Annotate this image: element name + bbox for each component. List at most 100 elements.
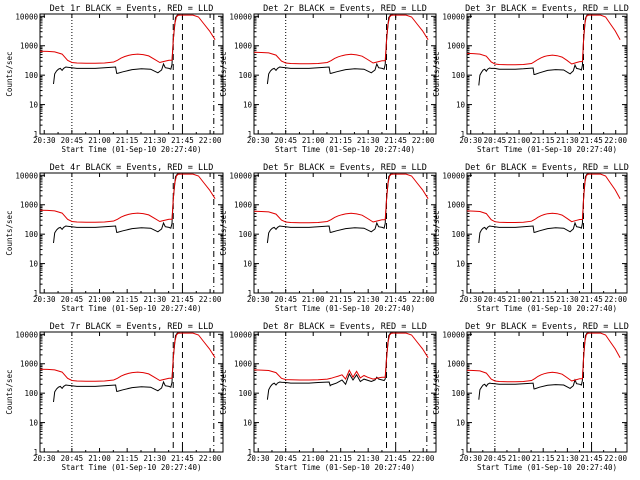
panel-9: Det 9r BLACK = Events, RED = LLD 20:30 20:… <box>432 322 629 472</box>
x-tick-label: 21:00 <box>88 295 111 304</box>
events-series-line <box>53 332 180 403</box>
panel-title: Det 2r BLACK = Events, RED = LLD <box>263 4 427 14</box>
lld-series-line <box>254 332 429 381</box>
y-axis-label: Counts/sec <box>5 369 14 414</box>
y-tick-label: 100 <box>451 230 465 239</box>
x-tick-label: 22:00 <box>199 136 222 145</box>
y-tick-label: 10 <box>456 260 466 269</box>
y-tick-label: 10 <box>243 260 253 269</box>
y-tick-label: 100 <box>451 389 465 398</box>
y-tick-label: 1000 <box>234 360 253 369</box>
x-tick-label: 20:45 <box>484 136 507 145</box>
y-axis-label: Counts/sec <box>5 51 14 96</box>
events-series-line <box>266 332 393 400</box>
y-tick-label: 1000 <box>20 42 39 51</box>
axes-frame <box>466 331 628 453</box>
x-tick-label: 21:45 <box>384 454 407 463</box>
panel-title: Det 1r BLACK = Events, RED = LLD <box>50 4 214 14</box>
panel-title: Det 6r BLACK = Events, RED = LLD <box>465 163 629 173</box>
y-tick-label: 10000 <box>442 171 465 180</box>
x-tick-label: 22:00 <box>604 136 627 145</box>
lld-series-line <box>40 173 216 223</box>
events-series-line <box>478 332 590 400</box>
events-series-line <box>478 173 590 244</box>
y-tick-label: 1 <box>460 448 465 457</box>
x-tick-label: 22:00 <box>604 295 627 304</box>
events-series-line <box>266 14 393 85</box>
y-tick-label: 1000 <box>20 201 39 210</box>
lld-series-line <box>254 14 429 65</box>
y-tick-label: 10000 <box>229 330 252 339</box>
y-tick-label: 1 <box>460 289 465 298</box>
x-tick-label: 22:00 <box>412 136 435 145</box>
x-tick-label: 21:30 <box>357 454 380 463</box>
y-tick-label: 10 <box>243 419 253 428</box>
x-axis-label: Start Time (01-Sep-10 20:27:40) <box>62 463 202 472</box>
panel-7: Det 7r BLACK = Events, RED = LLD 20:30 20:… <box>5 322 224 472</box>
y-tick-label: 10000 <box>15 12 38 21</box>
panel-8: Det 8r BLACK = Events, RED = LLD 20:30 20:… <box>219 322 437 472</box>
axes-frame <box>253 13 437 135</box>
x-tick-label: 20:30 <box>247 295 270 304</box>
axes-frame <box>253 331 437 453</box>
axes-frame <box>466 172 628 294</box>
x-tick-label: 21:45 <box>171 454 194 463</box>
panel-3: Det 3r BLACK = Events, RED = LLD 20:30 20:… <box>432 4 629 154</box>
y-tick-label: 100 <box>24 71 38 80</box>
x-axis-label: Start Time (01-Sep-10 20:27:40) <box>477 463 617 472</box>
panel-title: Det 5r BLACK = Events, RED = LLD <box>263 163 427 173</box>
y-tick-label: 10 <box>29 260 39 269</box>
y-axis-label: Counts/sec <box>432 210 441 255</box>
x-axis-label: Start Time (01-Sep-10 20:27:40) <box>477 304 617 313</box>
x-tick-label: 21:45 <box>580 454 603 463</box>
y-tick-label: 100 <box>451 71 465 80</box>
x-tick-label: 21:30 <box>144 295 167 304</box>
y-axis-label: Counts/sec <box>219 369 228 414</box>
x-tick-label: 21:15 <box>329 454 352 463</box>
x-tick-label: 21:30 <box>357 136 380 145</box>
y-tick-label: 100 <box>238 389 252 398</box>
axes-frame <box>39 172 224 294</box>
x-tick-label: 20:30 <box>459 295 482 304</box>
panel-5: Det 5r BLACK = Events, RED = LLD 20:30 20:… <box>219 163 437 313</box>
x-tick-label: 20:30 <box>33 454 56 463</box>
panel-title: Det 7r BLACK = Events, RED = LLD <box>50 322 214 332</box>
y-tick-label: 10 <box>29 419 39 428</box>
x-axis-label: Start Time (01-Sep-10 20:27:40) <box>275 304 415 313</box>
lld-series-line <box>40 332 216 382</box>
y-tick-label: 1000 <box>447 201 466 210</box>
y-tick-label: 1 <box>33 289 38 298</box>
x-tick-label: 20:30 <box>33 295 56 304</box>
y-tick-label: 10 <box>29 101 39 110</box>
y-tick-label: 10000 <box>15 171 38 180</box>
panel-title: Det 3r BLACK = Events, RED = LLD <box>465 4 629 14</box>
x-tick-label: 21:15 <box>116 295 139 304</box>
y-axis-label: Counts/sec <box>432 51 441 96</box>
panel-6: Det 6r BLACK = Events, RED = LLD 20:30 20:… <box>432 163 629 313</box>
y-tick-label: 10000 <box>229 171 252 180</box>
x-tick-label: 22:00 <box>412 454 435 463</box>
axes-frame <box>253 172 437 294</box>
x-tick-label: 20:30 <box>33 136 56 145</box>
x-tick-label: 21:30 <box>357 295 380 304</box>
lld-series-line <box>40 14 216 64</box>
x-tick-label: 21:30 <box>556 454 579 463</box>
y-tick-label: 100 <box>24 230 38 239</box>
y-tick-label: 1000 <box>234 42 253 51</box>
x-tick-label: 21:00 <box>302 136 325 145</box>
y-tick-label: 10000 <box>442 12 465 21</box>
x-tick-label: 20:30 <box>459 454 482 463</box>
x-tick-label: 20:30 <box>247 136 270 145</box>
y-tick-label: 1000 <box>234 201 253 210</box>
x-tick-label: 20:45 <box>61 136 84 145</box>
lld-series-line <box>254 173 429 224</box>
x-tick-label: 21:15 <box>532 454 555 463</box>
x-tick-label: 21:45 <box>580 295 603 304</box>
x-tick-label: 20:45 <box>61 295 84 304</box>
panel-2: Det 2r BLACK = Events, RED = LLD 20:30 20:… <box>219 4 437 154</box>
y-tick-label: 1 <box>247 130 252 139</box>
y-tick-label: 1 <box>247 289 252 298</box>
y-tick-label: 1 <box>247 448 252 457</box>
y-tick-label: 10000 <box>229 12 252 21</box>
